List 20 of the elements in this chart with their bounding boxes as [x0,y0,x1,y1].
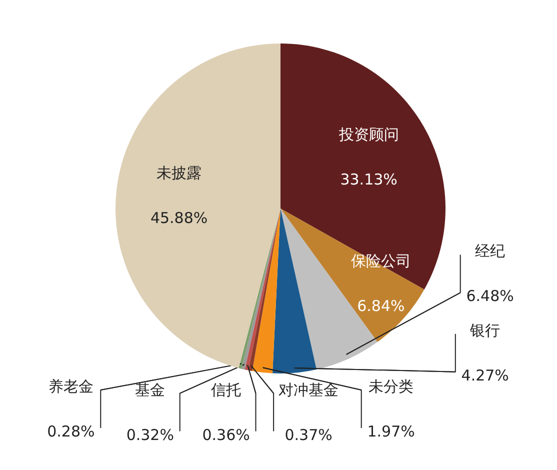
slice-label: 保险公司 [350,252,411,270]
data-label: 4.27% [461,366,509,384]
data-label: 1.97% [367,422,415,440]
slice-label: 未分类 [368,377,414,396]
slice-label: 投资顾问 [338,125,399,144]
data-label: 6.48% [466,287,514,306]
slice-label: 信托 [211,380,242,399]
data-label: 45.88% [150,208,208,227]
data-label: 0.37% [284,426,332,444]
data-label: 0.32% [126,426,174,444]
data-label: 0.36% [202,426,250,444]
data-label: 0.28% [47,422,95,440]
slice-label: 银行 [469,321,500,340]
slice-label: 对冲基金 [278,380,339,399]
slice-label: 养老金 [48,377,94,396]
slice-label: 经纪 [475,242,506,260]
data-label: 6.84% [357,297,405,316]
slice-label: 未披露 [156,164,202,182]
slice-label: 基金 [135,380,166,399]
data-label: 33.13% [340,170,398,188]
